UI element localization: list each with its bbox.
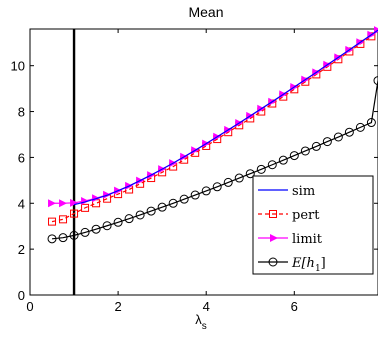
data-point (289, 151, 299, 161)
data-point (179, 194, 189, 204)
data-point (59, 199, 68, 208)
data-point (333, 132, 343, 142)
legend-limit-marker (270, 234, 278, 242)
y-tick-label: 8 (18, 105, 25, 120)
legend-eh1-label: E[h1] (291, 256, 326, 274)
legend-sim-label: sim (292, 184, 315, 199)
data-point (146, 206, 156, 216)
x-tick-label: 2 (114, 299, 121, 314)
data-point (223, 177, 233, 187)
y-tick-label: 4 (18, 196, 25, 211)
x-tick-label: 4 (203, 299, 210, 314)
data-point (245, 169, 255, 179)
y-tick-label: 0 (18, 288, 25, 303)
x-axis-label-main: λ (195, 312, 202, 327)
data-point (190, 190, 200, 200)
x-tick-label: 6 (291, 299, 298, 314)
data-point (267, 160, 277, 170)
data-point (355, 122, 365, 132)
data-point (300, 146, 310, 156)
legend-eh1-label-main: E[h (291, 256, 315, 271)
data-point (278, 155, 288, 165)
data-point (70, 198, 79, 207)
data-point (91, 224, 101, 234)
series-line (73, 29, 378, 206)
series-line (51, 35, 372, 223)
legend-eh1-label-end: ] (321, 256, 326, 271)
legend-pert-label: pert (292, 208, 320, 223)
data-point (47, 234, 57, 244)
x-tick-label: 0 (26, 299, 33, 314)
data-point (322, 137, 332, 147)
x-axis-label: λs (195, 312, 207, 332)
data-point (201, 186, 211, 196)
x-axis-label-subscript: s (202, 321, 207, 332)
series-layer (47, 26, 378, 295)
plot-area-frame (29, 28, 378, 296)
series-line (51, 80, 378, 240)
data-point (69, 230, 79, 240)
y-tick-label: 6 (18, 150, 25, 165)
data-point (81, 203, 90, 212)
data-point (157, 202, 167, 212)
data-point (124, 214, 134, 224)
legend: sim pert limit E[h1] (252, 175, 374, 275)
data-point (366, 118, 376, 128)
data-point (256, 164, 266, 174)
axes-layer: 0 2 4 6 0 2 4 6 8 10 (11, 29, 378, 314)
y-tick-label: 10 (11, 59, 25, 74)
data-point (168, 198, 178, 208)
legend-eh1-marker (268, 257, 278, 267)
data-point (212, 182, 222, 192)
data-point (58, 233, 68, 243)
data-point (135, 210, 145, 220)
legend-eh1-label-subscript: 1 (315, 264, 321, 274)
legend-pert-marker (269, 210, 277, 218)
data-point (311, 141, 321, 151)
legend-limit-label: limit (292, 232, 323, 247)
data-point (48, 217, 57, 226)
data-point (70, 209, 79, 218)
series-e-h-1- (47, 76, 378, 244)
data-point (373, 76, 378, 86)
data-point (102, 221, 112, 231)
data-point (344, 127, 354, 137)
data-point (113, 217, 123, 227)
data-point (59, 215, 68, 224)
series-sim (73, 29, 378, 206)
data-point (48, 199, 57, 208)
data-point (80, 227, 90, 237)
y-tick-label: 2 (18, 242, 25, 257)
chart-title: Mean (188, 4, 223, 20)
data-point (234, 173, 244, 183)
